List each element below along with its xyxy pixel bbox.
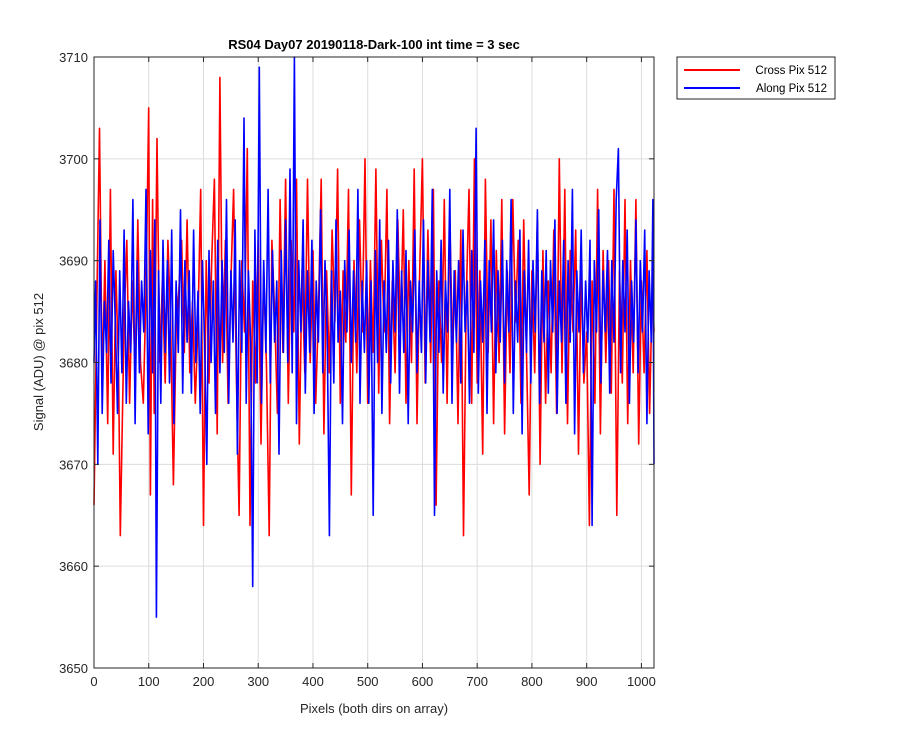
legend-label-along: Along Pix 512 xyxy=(756,83,827,95)
legend: Cross Pix 512 Along Pix 512 xyxy=(676,56,836,100)
series-line-cross-pix xyxy=(93,76,655,537)
y-tick-label: 3700 xyxy=(59,152,88,167)
legend-box xyxy=(676,56,836,100)
series-line-along-pix xyxy=(93,56,655,618)
x-tick-label: 1000 xyxy=(627,674,656,689)
x-tick-label: 500 xyxy=(357,674,379,689)
y-tick-label: 3710 xyxy=(59,50,88,65)
axis-ticks: 0 100 200 300 400 500 600 700 800 900 1000 3650 3660… xyxy=(59,50,656,689)
y-tick-label: 3690 xyxy=(59,254,88,269)
x-axis-label: Pixels (both dirs on array) xyxy=(300,701,448,716)
x-tick-label: 800 xyxy=(521,674,543,689)
series-group xyxy=(93,56,655,618)
chart-title: RS04 Day07 20190118-Dark-100 int time = … xyxy=(228,37,520,52)
x-tick-label: 900 xyxy=(576,674,598,689)
y-tick-label: 3650 xyxy=(59,661,88,676)
x-tick-label: 100 xyxy=(138,674,160,689)
x-tick-label: 300 xyxy=(247,674,269,689)
y-tick-label: 3680 xyxy=(59,356,88,371)
x-tick-label: 200 xyxy=(193,674,215,689)
x-tick-label: 400 xyxy=(302,674,324,689)
y-axis-label: Signal (ADU) @ pix 512 xyxy=(31,293,46,431)
x-tick-label: 600 xyxy=(412,674,434,689)
x-tick-label: 700 xyxy=(466,674,488,689)
legend-label-cross: Cross Pix 512 xyxy=(755,65,827,77)
y-tick-label: 3660 xyxy=(59,559,88,574)
y-tick-label: 3670 xyxy=(59,457,88,472)
x-tick-label: 0 xyxy=(90,674,97,689)
